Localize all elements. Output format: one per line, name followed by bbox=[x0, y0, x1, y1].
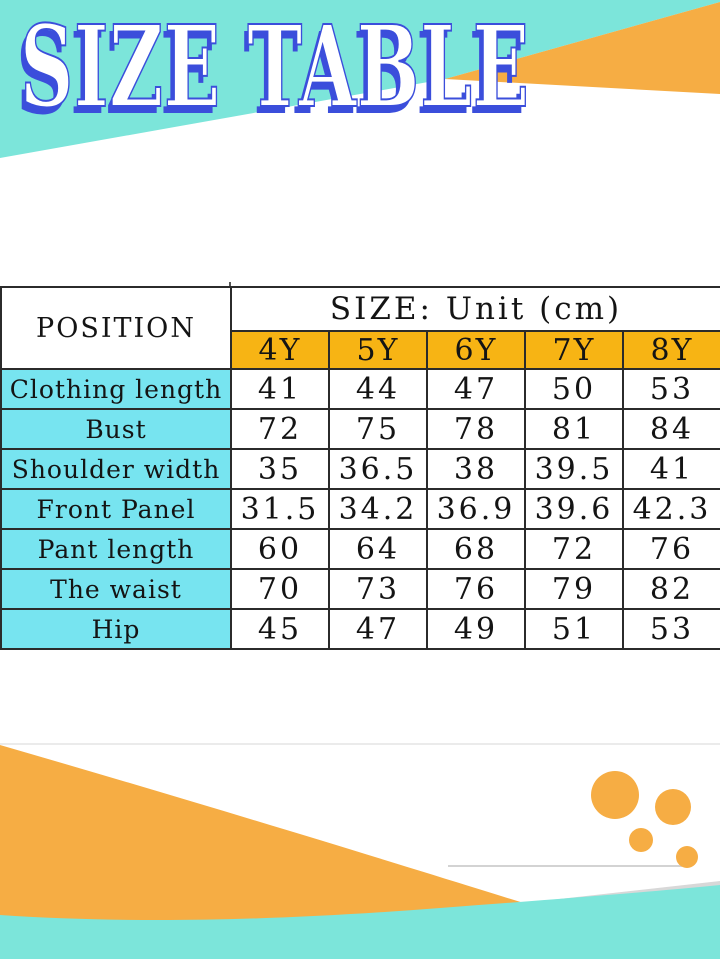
size-table: POSITION SIZE: Unit (cm) 4Y 5Y 6Y 7Y 8Y Clot… bbox=[0, 286, 720, 650]
header-row-sizes: 4Y 5Y 6Y 7Y 8Y bbox=[1, 330, 720, 370]
decor-circle-tiny bbox=[676, 846, 698, 868]
table-row: Bust 72 75 78 81 84 bbox=[0, 408, 720, 450]
value-cell: 72 bbox=[524, 528, 624, 570]
value-cell: 82 bbox=[622, 568, 720, 610]
value-cell: 60 bbox=[230, 528, 330, 570]
size-col-header-6Y: 6Y bbox=[426, 330, 526, 370]
value-cell: 39.5 bbox=[524, 448, 624, 490]
value-cell: 76 bbox=[622, 528, 720, 570]
row-label: Bust bbox=[0, 408, 232, 450]
page-title: SIZE TABLE bbox=[19, 2, 530, 133]
divider-line-bottom bbox=[448, 865, 682, 867]
table-row: Front Panel 31.5 34.2 36.9 39.6 42.3 bbox=[0, 488, 720, 530]
value-cell: 42.3 bbox=[622, 488, 720, 530]
table-row: Clothing length 41 44 47 50 53 bbox=[0, 368, 720, 410]
row-label: The waist bbox=[0, 568, 232, 610]
table-row: Pant length 60 64 68 72 76 bbox=[0, 528, 720, 570]
bottom-teal-wave bbox=[0, 885, 720, 959]
value-cell: 70 bbox=[230, 568, 330, 610]
row-label: Clothing length bbox=[0, 368, 232, 410]
top-teal-shape bbox=[0, 0, 720, 158]
value-cell: 79 bbox=[524, 568, 624, 610]
value-cell: 39.6 bbox=[524, 488, 624, 530]
value-cell: 68 bbox=[426, 528, 526, 570]
value-cell: 36.9 bbox=[426, 488, 526, 530]
value-cell: 53 bbox=[622, 368, 720, 410]
bottom-orange-wave bbox=[0, 745, 560, 959]
value-cell: 50 bbox=[524, 368, 624, 410]
value-cell: 41 bbox=[622, 448, 720, 490]
value-cell: 31.5 bbox=[230, 488, 330, 530]
value-cell: 36.5 bbox=[328, 448, 428, 490]
value-cell: 76 bbox=[426, 568, 526, 610]
value-cell: 64 bbox=[328, 528, 428, 570]
row-label: Shoulder width bbox=[0, 448, 232, 490]
decor-circle-large bbox=[591, 771, 639, 819]
value-cell: 34.2 bbox=[328, 488, 428, 530]
value-cell: 47 bbox=[328, 608, 428, 650]
decor-circle-medium bbox=[655, 789, 691, 825]
value-cell: 49 bbox=[426, 608, 526, 650]
value-cell: 44 bbox=[328, 368, 428, 410]
size-col-header-8Y: 8Y bbox=[622, 330, 720, 370]
value-cell: 72 bbox=[230, 408, 330, 450]
table-row: Hip 45 47 49 51 53 bbox=[0, 608, 720, 650]
value-cell: 78 bbox=[426, 408, 526, 450]
value-cell: 53 bbox=[622, 608, 720, 650]
top-orange-triangle bbox=[445, 2, 720, 94]
header-row-unit: POSITION SIZE: Unit (cm) bbox=[0, 286, 720, 370]
value-cell: 38 bbox=[426, 448, 526, 490]
table-top-tick bbox=[229, 282, 231, 288]
position-header: POSITION bbox=[0, 286, 232, 370]
size-unit-header: SIZE: Unit (cm) bbox=[230, 286, 720, 332]
value-cell: 41 bbox=[230, 368, 330, 410]
value-cell: 35 bbox=[230, 448, 330, 490]
divider-line-top bbox=[0, 743, 720, 745]
value-cell: 47 bbox=[426, 368, 526, 410]
value-cell: 51 bbox=[524, 608, 624, 650]
value-cell: 73 bbox=[328, 568, 428, 610]
row-label: Front Panel bbox=[0, 488, 232, 530]
row-label: Pant length bbox=[0, 528, 232, 570]
value-cell: 84 bbox=[622, 408, 720, 450]
size-col-header-7Y: 7Y bbox=[524, 330, 624, 370]
decor-circle-small bbox=[629, 828, 653, 852]
value-cell: 75 bbox=[328, 408, 428, 450]
value-cell: 45 bbox=[230, 608, 330, 650]
row-label: Hip bbox=[0, 608, 232, 650]
value-cell: 81 bbox=[524, 408, 624, 450]
size-col-header-4Y: 4Y bbox=[230, 330, 330, 370]
table-row: Shoulder width 35 36.5 38 39.5 41 bbox=[0, 448, 720, 490]
table-row: The waist 70 73 76 79 82 bbox=[0, 568, 720, 610]
size-col-header-5Y: 5Y bbox=[328, 330, 428, 370]
